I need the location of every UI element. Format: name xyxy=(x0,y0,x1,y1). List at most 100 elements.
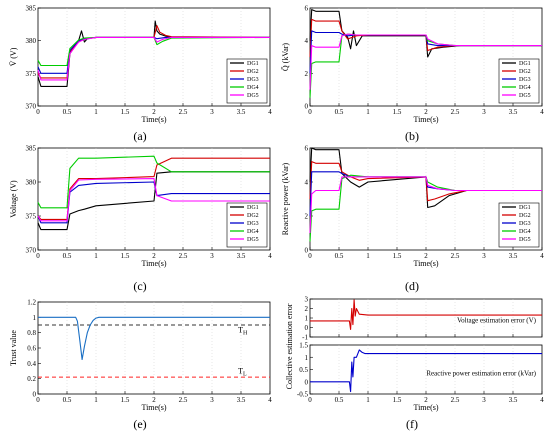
c-legend-label: DG3 xyxy=(247,221,259,227)
d-xtick-label: 3.5 xyxy=(509,252,518,260)
a-ytick-label: 380 xyxy=(26,37,37,45)
c-legend xyxy=(226,202,268,248)
a-xtick-label: 4 xyxy=(268,108,272,116)
e-annotation-tl: TL xyxy=(238,366,247,377)
f0-ytick-label: -1 xyxy=(302,334,308,342)
a-legend-label: DG1 xyxy=(247,61,259,67)
chart-d: 0 0.5 1 1.5 2 2.5 3 3.5 4 0 2 4 6 DG1 DG2 DG3 DG4 DG5 Time… xyxy=(281,145,544,269)
c-xtick-label: 3 xyxy=(210,252,214,260)
e-ytick-label: 0 xyxy=(33,391,37,399)
b-series-dg5 xyxy=(309,33,542,90)
c-xtick-label: 4 xyxy=(268,252,272,260)
c-xtick-label: 0 xyxy=(36,252,40,260)
c-xlabel: Time(s) xyxy=(141,259,166,268)
f1-ytick-label: 1 xyxy=(305,354,309,362)
c-ytick-label: 385 xyxy=(26,145,37,153)
f-ylabel: Collective estimation error xyxy=(285,303,294,389)
d-xtick-label: 0.5 xyxy=(335,252,344,260)
d-series-dg1 xyxy=(309,147,542,209)
f0-ytick-label: 1 xyxy=(305,315,309,323)
b-ytick-label: 2 xyxy=(305,70,309,78)
b-ytick-label: 6 xyxy=(305,5,309,13)
e-ytick-label: 0.8 xyxy=(27,329,36,337)
f1-xtick-label: 1.5 xyxy=(393,396,402,404)
f1-xtick-label: 2.5 xyxy=(451,396,460,404)
a-ytick-label: 375 xyxy=(26,70,37,78)
d-ytick-label: 6 xyxy=(305,145,309,153)
chart-b: 0 0.5 1 1.5 2 2.5 3 3.5 4 0 2 4 6 DG1 DG2 DG3 DG4 DG5 Time… xyxy=(281,5,544,125)
d-xtick-label: 2.5 xyxy=(451,252,460,260)
a-xtick-label: 3.5 xyxy=(237,108,246,116)
c-series-dg1 xyxy=(37,171,270,231)
a-xtick-label: 0 xyxy=(36,108,40,116)
b-xtick-label: 4 xyxy=(540,108,544,116)
c-legend-label: DG4 xyxy=(247,229,259,235)
e-annotation-th: TH xyxy=(238,326,248,337)
b-series-dg2 xyxy=(309,18,542,58)
c-xtick-label: 1 xyxy=(94,252,98,260)
e-xtick-label: 1.5 xyxy=(121,396,130,404)
d-xtick-label: 0 xyxy=(308,252,312,260)
f0-ytick-label: 3 xyxy=(305,296,309,304)
c-series-dg4 xyxy=(37,155,270,209)
e-ylabel: Trust value xyxy=(9,330,18,366)
f1-xtick-label: 3.5 xyxy=(509,396,518,404)
panel-label-b: (b) xyxy=(405,129,419,143)
a-xtick-label: 0.5 xyxy=(63,108,72,116)
chart-c: 0 0.5 1 1.5 2 2.5 3 3.5 4 370 375 380 385 DG1 DG2 DG3 DG… xyxy=(9,145,272,269)
f0-ytick-label: 0 xyxy=(305,324,309,332)
panel-label-a: (a) xyxy=(133,129,146,143)
f1-xtick-label: 3 xyxy=(482,396,486,404)
b-legend-label: DG5 xyxy=(519,93,531,99)
f1-xtick-label: 1 xyxy=(366,396,370,404)
c-xtick-label: 2 xyxy=(152,252,156,260)
e-xtick-label: 2.5 xyxy=(179,396,188,404)
d-ytick-label: 0 xyxy=(305,247,309,255)
b-xtick-label: 1.5 xyxy=(393,108,402,116)
a-legend-label: DG5 xyxy=(247,93,259,99)
a-xtick-label: 1.5 xyxy=(121,108,130,116)
c-series-dg3 xyxy=(37,181,270,224)
d-series-dg5 xyxy=(309,176,542,234)
b-xtick-label: 0 xyxy=(308,108,312,116)
e-xtick-label: 2 xyxy=(152,396,156,404)
a-xtick-label: 2 xyxy=(152,108,156,116)
b-ylabel: Q̄ (kVar) xyxy=(281,43,290,72)
c-ytick-label: 380 xyxy=(26,179,37,187)
d-series-dg2 xyxy=(309,161,542,202)
a-ytick-label: 385 xyxy=(26,5,37,13)
panel-label-d: (d) xyxy=(405,279,419,293)
b-xlabel: Time(s) xyxy=(413,115,438,124)
e-xtick-label: 0.5 xyxy=(63,396,72,404)
f0-ytick-label: 2 xyxy=(305,305,309,313)
e-ytick-label: 1.2 xyxy=(27,299,36,307)
f1-ytick-label: -0.5 xyxy=(297,391,309,399)
c-ylabel: Voltage (V) xyxy=(9,180,18,218)
a-legend xyxy=(226,58,268,104)
f-xlabel: Time(s) xyxy=(413,403,438,412)
d-xtick-label: 4 xyxy=(540,252,544,260)
f1-ytick-label: 0 xyxy=(305,378,309,386)
d-series-dg4 xyxy=(309,174,542,242)
b-xtick-label: 3.5 xyxy=(509,108,518,116)
e-xlabel: Time(s) xyxy=(141,403,166,412)
d-legend-label: DG1 xyxy=(519,205,531,211)
d-legend-label: DG3 xyxy=(519,221,531,227)
a-legend-label: DG4 xyxy=(247,85,259,91)
d-xlabel: Time(s) xyxy=(413,259,438,268)
b-xtick-label: 2 xyxy=(424,108,428,116)
b-xtick-label: 2.5 xyxy=(451,108,460,116)
e-xtick-label: 4 xyxy=(268,396,272,404)
e-series-0 xyxy=(38,316,270,361)
c-legend-label: DG1 xyxy=(247,205,259,211)
b-ytick-label: 4 xyxy=(305,37,309,45)
d-ylabel: Reactive power (kVar) xyxy=(281,162,290,235)
c-xtick-label: 2.5 xyxy=(179,252,188,260)
d-ytick-label: 4 xyxy=(305,179,309,187)
a-xtick-label: 3 xyxy=(210,108,214,116)
b-legend-label: DG4 xyxy=(519,85,531,91)
e-ytick-label: 0.2 xyxy=(27,375,36,383)
f1-xtick-label: 0.5 xyxy=(335,396,344,404)
d-xtick-label: 1.5 xyxy=(393,252,402,260)
